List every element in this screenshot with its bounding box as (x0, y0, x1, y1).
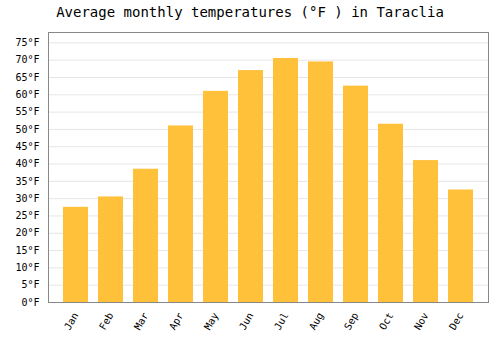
svg-text:Jul: Jul (272, 311, 291, 332)
html-text:Average monthly temperatures (: Average monthly temperatures (°F ) in Ta… (56, 4, 444, 20)
svg-text:Oct: Oct (377, 311, 396, 332)
svg-text:5°F: 5°F (21, 279, 39, 290)
svg-text:May: May (202, 311, 221, 332)
svg-text:60°F: 60°F (15, 89, 39, 100)
svg-text:50°F: 50°F (15, 124, 39, 135)
svg-text:0°F: 0°F (21, 297, 39, 308)
svg-text:75°F: 75°F (15, 37, 39, 48)
svg-text:20°F: 20°F (15, 227, 39, 238)
svg-text:15°F: 15°F (15, 245, 39, 256)
svg-text:Jan: Jan (62, 311, 81, 332)
svg-text:40°F: 40°F (15, 158, 39, 169)
svg-text:30°F: 30°F (15, 193, 39, 204)
svg-text:70°F: 70°F (15, 54, 39, 65)
svg-text:10°F: 10°F (15, 262, 39, 273)
svg-text:Feb: Feb (97, 311, 116, 332)
svg-text:65°F: 65°F (15, 72, 39, 83)
svg-text:55°F: 55°F (15, 106, 39, 117)
svg-text:Nov: Nov (412, 311, 431, 332)
svg-text:Mar: Mar (132, 311, 151, 332)
svg-text:25°F: 25°F (15, 210, 39, 221)
svg-text:Apr: Apr (167, 311, 186, 332)
svg-text:Dec: Dec (447, 311, 466, 332)
svg-text:35°F: 35°F (15, 176, 39, 187)
svg-text:Sep: Sep (342, 311, 361, 332)
svg-text:Jun: Jun (237, 311, 256, 332)
svg-text:Aug: Aug (307, 311, 326, 332)
svg-text:45°F: 45°F (15, 141, 39, 152)
